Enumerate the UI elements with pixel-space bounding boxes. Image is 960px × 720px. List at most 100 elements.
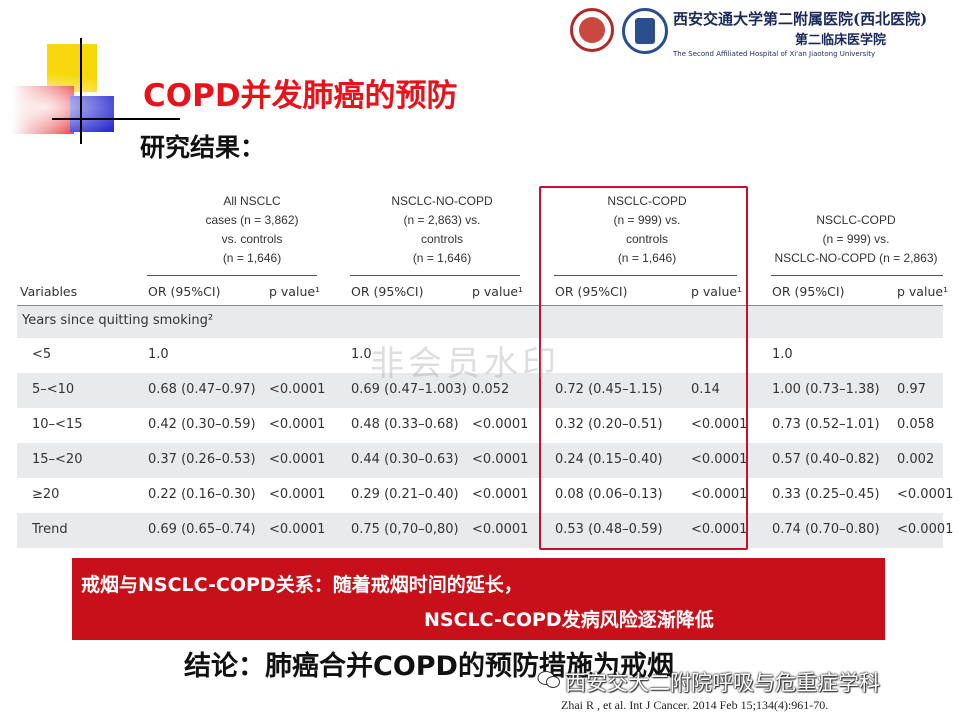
header-line: NSCLC-COPD [607,194,687,208]
header-line: (n = 2,863) vs. [403,213,481,227]
header-line: (n = 999) vs. [822,232,890,246]
cell-or: 0.44 (0.30–0.63) [351,452,459,467]
row-label: Trend [32,522,68,537]
cell-p: <0.0001 [472,417,529,432]
header-line: controls [625,232,669,246]
group-header-copd-vs-no-copd: NSCLC-COPD (n = 999) vs. NSCLC-NO-COPD (… [769,211,943,268]
group-header-nsclc-copd: NSCLC-COPD (n = 999) vs. controls (n = 1… [562,192,732,268]
cell-p: 0.14 [691,382,720,397]
cell-p: <0.0001 [269,417,326,432]
cell-p: <0.0001 [269,382,326,397]
banner-line2: NSCLC-COPD发病风险逐渐降低 [424,609,714,631]
cell-or: 0.68 (0.47–0.97) [148,382,256,397]
cell-p: <0.0001 [269,487,326,502]
header-line: controls [420,232,464,246]
cell-or: 1.0 [148,347,169,362]
col-p: p value¹ [472,284,524,299]
header-line: (n = 1,646) [617,251,677,265]
cell-p: 0.052 [472,382,510,397]
cell-or: 0.75 (0,70–0,80) [351,522,459,537]
col-variables: Variables [20,284,78,299]
cell-or: 1.0 [772,347,793,362]
table-row: ≥20 0.22 (0.16–0.30) <0.0001 0.29 (0.21–0.4… [17,478,953,513]
table-row: Trend 0.69 (0.65–0.74) <0.0001 0.75 (0,70–0… [17,513,953,548]
header-line: vs. controls [221,232,283,246]
cell-or: 0.73 (0.52–1.01) [772,417,880,432]
table-row: 10–<15 0.42 (0.30–0.59) <0.0001 0.48 (0.33–… [17,408,943,443]
header-rule [554,275,737,276]
table-row: 15–<20 0.37 (0.26–0.53) <0.0001 0.44 (0.30–… [17,443,943,478]
header-rule [771,275,943,276]
cell-p: 0.002 [897,452,935,467]
key-finding-banner: 戒烟与NSCLC-COPD关系：随着戒烟时间的延长， NSCLC-COPD发病风… [72,558,885,640]
header-line: (n = 1,646) [222,251,282,265]
hospital-name-line2: 第二临床医学院 [795,33,887,48]
cell-or: 0.69 (0.65–0.74) [148,522,256,537]
col-or: OR (95%CI) [772,284,845,299]
wechat-icon [537,671,560,688]
header-line: NSCLC-COPD [816,213,896,227]
decor-gloss [0,72,130,142]
results-table: All NSCLC cases (n = 3,862) vs. controls… [17,188,953,549]
cell-or: 1.00 (0.73–1.38) [772,382,880,397]
wechat-account-label: 西安交大二附院呼吸与危重症学科 [535,667,880,697]
cell-p: <0.0001 [691,487,748,502]
header-line: All NSCLC [223,194,281,208]
group-header-all-nsclc: All NSCLC cases (n = 3,862) vs. controls… [167,192,337,268]
col-or: OR (95%CI) [351,284,424,299]
header-rule [147,275,317,276]
header-line: (n = 999) vs. [613,213,681,227]
col-p: p value¹ [691,284,743,299]
hospital-name: 西安交通大学第二附属医院(西北医院) 第二临床医学院 The Second Af… [673,8,958,58]
row-label: 5–<10 [32,382,75,397]
hospital-name-english: The Second Affiliated Hospital of Xi'an … [673,50,876,58]
col-p: p value¹ [897,284,949,299]
header-line: NSCLC-NO-COPD (n = 2,863) [774,251,938,265]
cell-or: 0.24 (0.15–0.40) [555,452,663,467]
cell-or: 0.42 (0.30–0.59) [148,417,256,432]
table-row: <5 1.0 1.0 1.0 [17,338,943,373]
table-row: 5–<10 0.68 (0.47–0.97) <0.0001 0.69 (0.47–1… [17,373,943,408]
citation: Zhai R , et al. Int J Cancer. 2014 Feb 1… [561,698,829,712]
row-label: ≥20 [32,487,60,502]
col-or: OR (95%CI) [555,284,628,299]
decor-horizontal-line [52,118,180,120]
banner-line1: 戒烟与NSCLC-COPD关系：随着戒烟时间的延长， [81,574,523,596]
cell-or: 0.08 (0.06–0.13) [555,487,663,502]
cell-p: <0.0001 [691,522,748,537]
header-bottom-rule [17,305,943,306]
col-or: OR (95%CI) [148,284,221,299]
conclusion-text: 结论：肺癌合并COPD的预防措施为戒烟 [184,651,674,682]
col-p: p value¹ [269,284,321,299]
slide-subtitle: 研究结果： [140,133,266,162]
cell-p: <0.0001 [897,487,954,502]
cell-or: 0.74 (0.70–0.80) [772,522,880,537]
slide-title: COPD并发肺癌的预防 [143,78,458,114]
cell-or: 0.57 (0.40–0.82) [772,452,880,467]
decor-vertical-line [80,38,82,144]
cell-or: 0.32 (0.20–0.51) [555,417,663,432]
hospital-logo-icon [622,8,668,54]
cell-or: 0.37 (0.26–0.53) [148,452,256,467]
header-line: (n = 1,646) [412,251,472,265]
cell-or: 0.29 (0.21–0.40) [351,487,459,502]
header-line: NSCLC-NO-COPD [391,194,493,208]
cell-p: 0.058 [897,417,935,432]
cell-p: <0.0001 [472,452,529,467]
row-label: 10–<15 [32,417,83,432]
hospital-name-line1: 西安交通大学第二附属医院(西北医院) [673,10,928,28]
cell-or: 0.69 (0.47–1.003) [351,382,467,397]
cell-or: 0.22 (0.16–0.30) [148,487,256,502]
cell-or: 0.48 (0.33–0.68) [351,417,459,432]
highlight-box [539,186,748,550]
cell-p: <0.0001 [269,452,326,467]
university-seal-icon [570,8,614,52]
section-label: Years since quitting smoking² [22,313,214,328]
cell-p: <0.0001 [691,452,748,467]
cell-p: <0.0001 [897,522,954,537]
table-section-row [17,306,943,338]
cell-p: 0.97 [897,382,926,397]
cell-or: 0.72 (0.45–1.15) [555,382,663,397]
header-line: cases (n = 3,862) [205,213,299,227]
wechat-account-name: 西安交大二附院呼吸与危重症学科 [565,671,880,695]
